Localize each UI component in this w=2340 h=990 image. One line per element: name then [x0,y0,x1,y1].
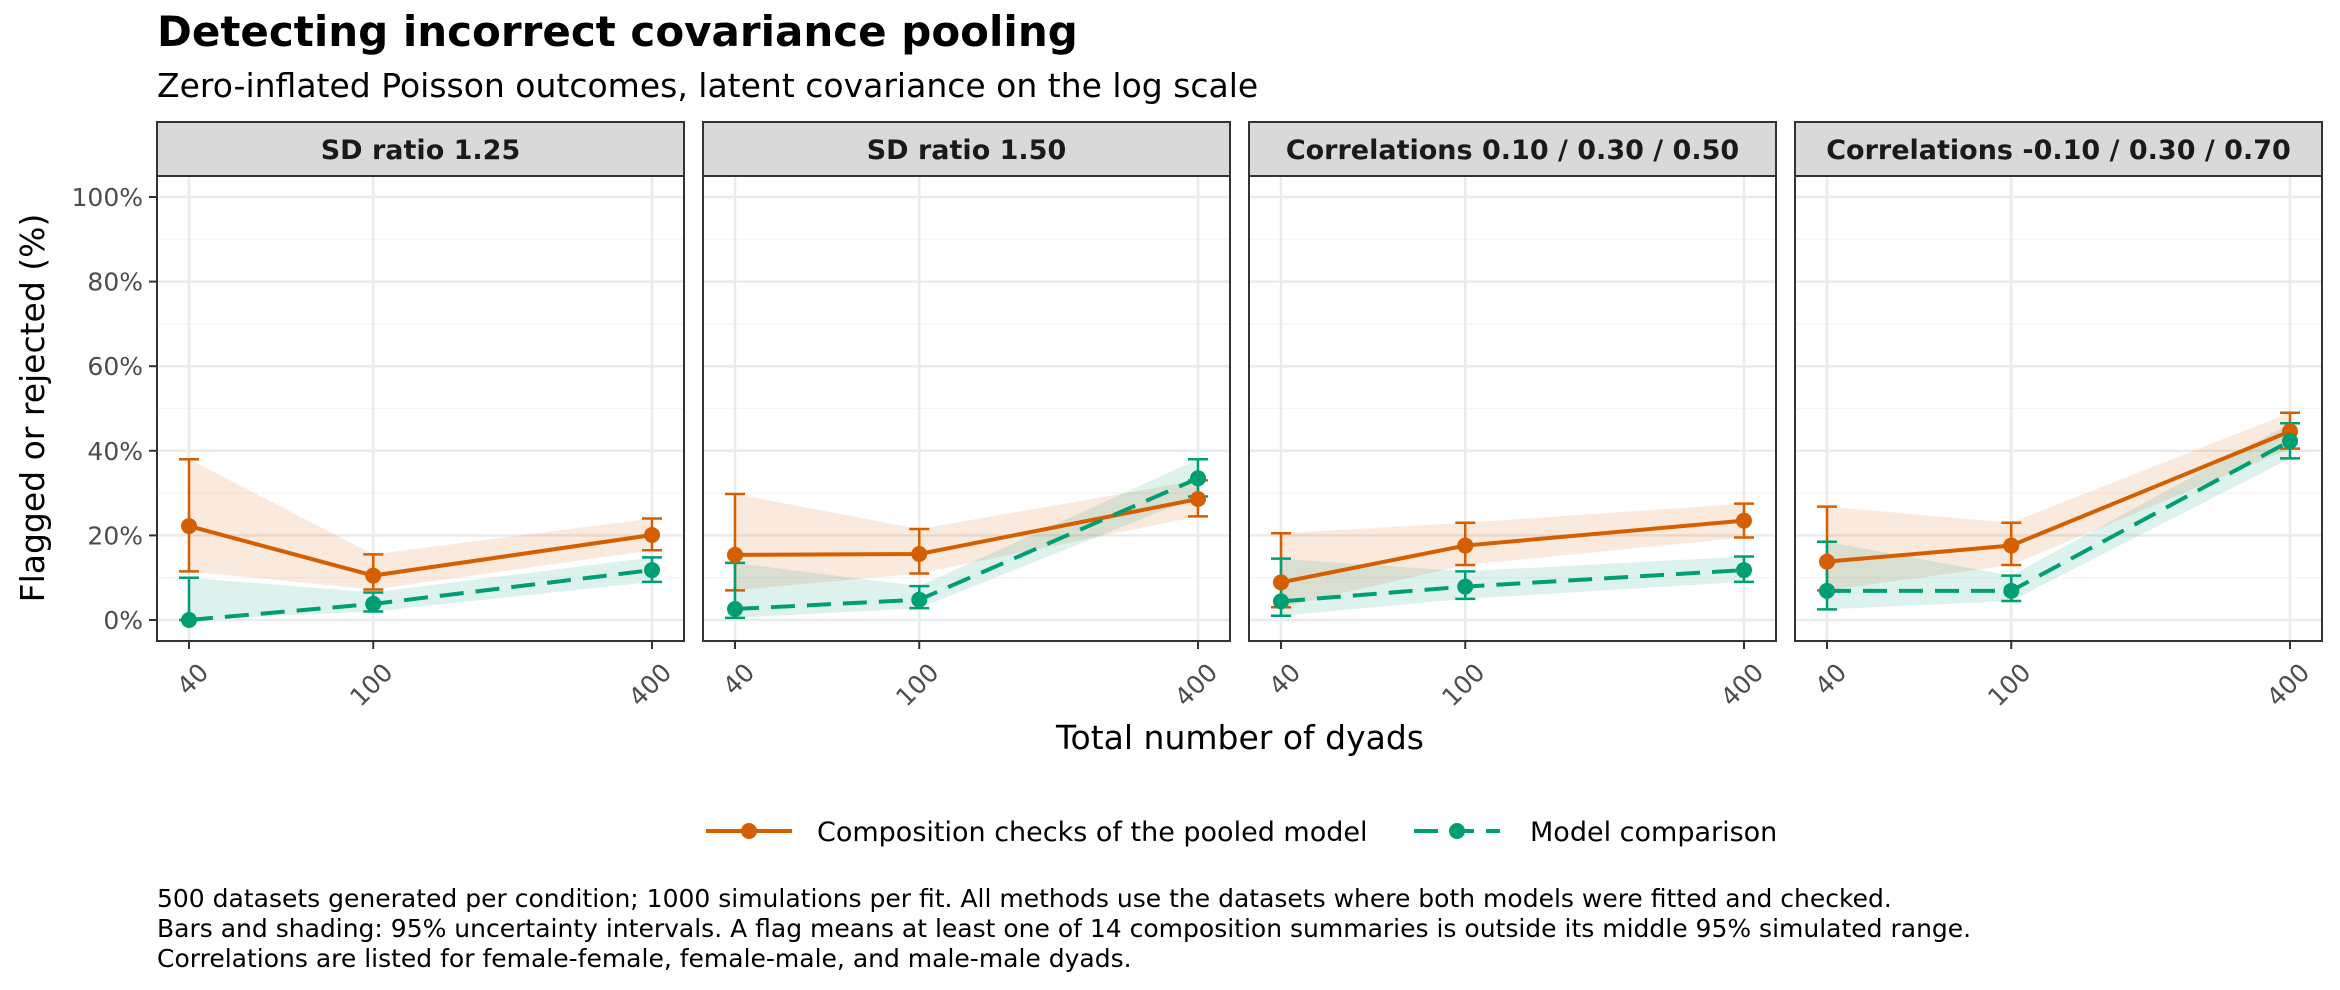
y-tick-label: 100% [72,183,143,212]
facet-strip-label: SD ratio 1.25 [321,135,521,166]
legend-label-comparison: Model comparison [1530,817,1777,848]
data-point-comparison [2003,582,2020,599]
facet-panel: SD ratio 1.25 40 100 400 [156,121,685,712]
x-tick-label: 400 [1169,658,1223,712]
caption-line: 500 datasets generated per condition; 10… [157,884,1892,913]
facet-panel: Correlations 0.10 / 0.30 / 0.50 40 100 400 [1248,121,1777,712]
legend-key-point-comparison [1449,823,1465,839]
y-axis: 0% 20% 40% 60% 80% 100% [72,183,157,635]
data-point-comparison [1190,470,1206,487]
uncertainty-ribbon-comparison [1281,556,1744,616]
uncertainty-ribbon-comparison [189,557,652,620]
facet-panel: Correlations -0.10 / 0.30 / 0.70 40 100 400 [1794,121,2323,712]
legend-key-point-composition [741,823,757,839]
uncertainty-ribbon-comparison [735,459,1198,618]
data-point-comparison [727,601,743,618]
data-point-comparison [1819,582,1835,599]
y-axis-title: Flagged or rejected (%) [13,214,52,603]
chart-title: Detecting incorrect covariance pooling [157,7,1078,56]
data-point-comparison [181,612,197,628]
facet-strip [702,121,1231,177]
x-tick-label: 40 [1809,658,1852,701]
caption-line: Bars and shading: 95% uncertainty interv… [157,914,1971,943]
x-tick-label: 40 [1263,658,1306,701]
x-tick-label: 400 [1715,658,1769,712]
facet-strip-label: Correlations 0.10 / 0.30 / 0.50 [1286,135,1739,166]
caption-line: Correlations are listed for female-femal… [157,944,1132,973]
panels-group: SD ratio 1.25 40 100 400 SD ratio 1.50 40 100 4… [156,121,2323,712]
legend-label-composition: Composition checks of the pooled model [817,817,1367,848]
x-tick-label: 100 [1982,658,2036,712]
y-tick-label: 60% [87,352,143,381]
data-point-composition [181,518,197,535]
x-tick-label: 100 [1436,658,1490,712]
uncertainty-ribbon-composition [1827,412,2290,591]
legend: Composition checks of the pooled model Mo… [706,817,1777,848]
x-tick-label: 400 [2261,658,2315,712]
data-point-composition [1819,553,1835,570]
data-point-composition [365,567,382,584]
data-point-comparison [644,562,660,579]
data-point-composition [2003,537,2020,554]
y-tick-label: 0% [103,606,143,635]
data-point-composition [727,546,743,563]
y-tick-label: 80% [87,268,143,297]
x-tick-label: 100 [890,658,944,712]
y-tick-label: 20% [87,521,143,550]
data-point-composition [1190,491,1206,508]
uncertainty-ribbon-composition [735,480,1198,591]
data-point-composition [1457,537,1474,554]
data-point-comparison [1736,562,1752,579]
x-axis-title: Total number of dyads [1055,718,1424,757]
x-tick-label: 40 [171,658,214,701]
data-point-comparison [1457,578,1474,595]
y-tick-label: 40% [87,437,143,466]
facet-strip [1794,121,2323,177]
data-point-composition [644,526,660,543]
data-point-comparison [1273,593,1289,610]
facet-panel: SD ratio 1.50 40 100 400 [702,121,1231,712]
data-point-composition [1273,574,1289,591]
x-tick-label: 400 [623,658,677,712]
data-point-composition [1736,512,1752,529]
facet-strip-label: Correlations -0.10 / 0.30 / 0.70 [1826,135,2291,166]
data-point-comparison [911,591,928,608]
x-tick-label: 40 [717,658,760,701]
data-point-composition [911,546,928,563]
facet-strip-label: SD ratio 1.50 [867,135,1067,166]
x-tick-label: 100 [344,658,398,712]
chart-subtitle: Zero-inflated Poisson outcomes, latent c… [157,66,1258,105]
caption: 500 datasets generated per condition; 10… [157,884,1971,973]
data-point-comparison [365,595,382,612]
facet-strip [1248,121,1777,177]
data-point-comparison [2282,433,2298,450]
facet-strip [156,121,685,177]
